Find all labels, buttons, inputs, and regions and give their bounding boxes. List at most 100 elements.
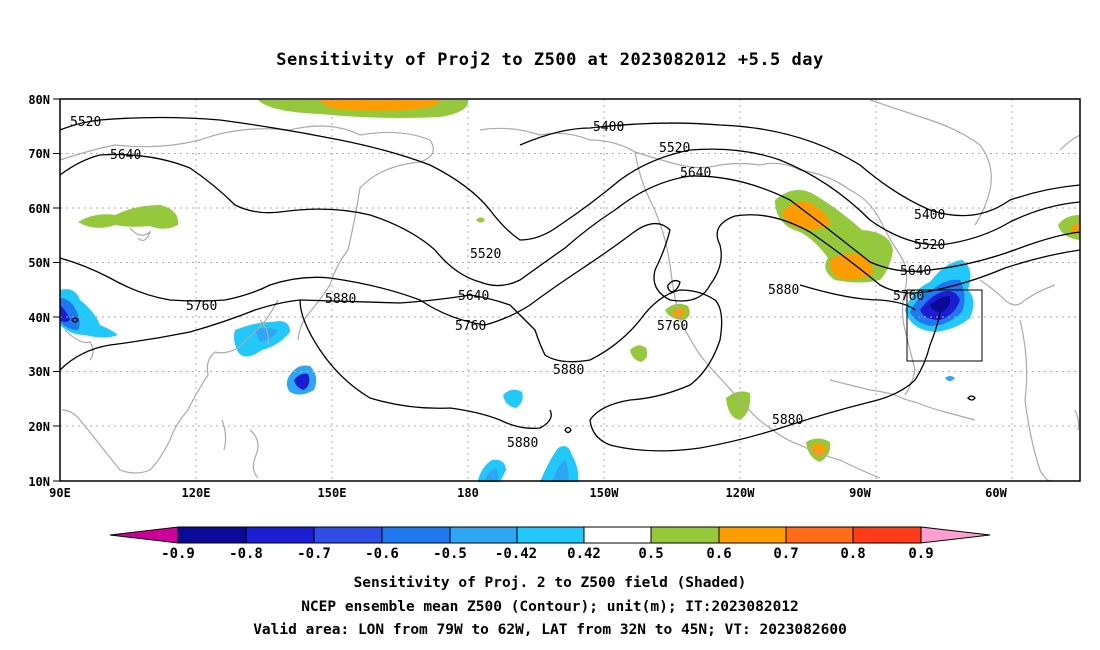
contour-label: 5520 xyxy=(70,115,101,130)
colorbar-segment xyxy=(381,526,451,544)
lat-axis: 80N 70N 60N 50N 40N 30N 20N 10N xyxy=(28,93,50,489)
colorbar-segment xyxy=(852,526,922,544)
lat-label: 20N xyxy=(28,420,50,434)
lat-label: 30N xyxy=(28,365,50,379)
colorbar-left-arrow xyxy=(109,526,179,544)
shade-blue xyxy=(294,373,310,390)
contour-5760 xyxy=(59,214,1081,326)
colorbar-segment xyxy=(583,526,652,544)
z500-contours xyxy=(59,116,1081,452)
shade-green xyxy=(726,391,751,420)
lon-label: 180 xyxy=(457,486,479,500)
caption-line: Sensitivity of Proj. 2 to Z500 field (Sh… xyxy=(353,575,747,591)
contour-label: 5640 xyxy=(900,264,931,279)
shade-blue xyxy=(503,389,523,408)
shade-orange xyxy=(829,253,873,280)
lat-label: 80N xyxy=(28,93,50,107)
colorbar-label: 0.8 xyxy=(840,546,865,562)
shade-blue xyxy=(60,305,70,322)
shade-blue xyxy=(930,296,951,312)
lon-label: 60W xyxy=(985,486,1007,500)
shade-green xyxy=(78,205,179,229)
colorbar-segment xyxy=(650,526,720,544)
coastline xyxy=(634,151,801,446)
contour-label: 5520 xyxy=(659,141,690,156)
coastline xyxy=(129,227,152,242)
colorbar-segment xyxy=(785,526,854,544)
valid-area-box xyxy=(906,289,983,362)
shade-blue xyxy=(540,446,579,482)
lon-label: 150W xyxy=(590,486,620,500)
contour-label: 5400 xyxy=(914,208,945,223)
colorbar-label: 0.42 xyxy=(567,546,601,562)
contour-5880 xyxy=(299,299,552,429)
colorbar-label: -0.8 xyxy=(229,546,263,562)
lon-axis: 90E 120E 150E 180 150W 120W 90W 60W xyxy=(49,486,1007,500)
colorbar-label: 0.7 xyxy=(773,546,798,562)
colorbar-segment xyxy=(449,526,518,544)
caption-line: Valid area: LON from 79W to 62W, LAT fro… xyxy=(253,622,847,638)
contour-label: 5880 xyxy=(553,363,584,378)
coastline xyxy=(1059,134,1081,151)
shade-blue xyxy=(484,468,499,482)
colorbar-segment xyxy=(313,526,383,544)
coastline xyxy=(479,127,801,171)
caption-line: NCEP ensemble mean Z500 (Contour); unit(… xyxy=(301,598,799,615)
map-frame xyxy=(59,98,1081,482)
shade-blue xyxy=(255,328,278,342)
lat-label: 60N xyxy=(28,202,50,216)
colorbar-segment xyxy=(177,526,247,544)
coastline xyxy=(59,125,434,341)
contour-label: 5760 xyxy=(455,319,486,334)
shade-blue xyxy=(945,376,955,381)
colorbar-label: -0.7 xyxy=(297,546,331,562)
lat-label: 40N xyxy=(28,311,50,325)
colorbar xyxy=(109,526,991,544)
coastline xyxy=(214,299,279,354)
contour-label: 5760 xyxy=(186,299,217,314)
contour-label: 5760 xyxy=(893,289,924,304)
colorbar-segment xyxy=(718,526,787,544)
lat-label: 50N xyxy=(28,256,50,270)
shade-orange xyxy=(782,201,830,230)
colorbar-label: 0.6 xyxy=(706,546,731,562)
shading-layer xyxy=(60,100,1080,482)
coastline xyxy=(221,419,227,451)
map-title: Sensitivity of Proj2 to Z500 at 20230820… xyxy=(276,50,824,70)
shade-green xyxy=(630,345,648,362)
contour-label: 5640 xyxy=(110,148,141,163)
contour-label: 5880 xyxy=(768,283,799,298)
lon-label: 120E xyxy=(182,486,211,500)
colorbar-labels: -0.9 -0.8 -0.7 -0.6 -0.5 -0.42 0.42 0.5 … xyxy=(161,546,934,562)
shade-orange xyxy=(318,100,440,111)
lon-label: 90E xyxy=(49,486,71,500)
contour-label: 5760 xyxy=(657,319,688,334)
contour-lows xyxy=(667,279,681,293)
contour-lows xyxy=(564,426,572,434)
coastline xyxy=(829,379,916,403)
contour-label: 5400 xyxy=(593,120,624,135)
colorbar-label: -0.5 xyxy=(433,546,467,562)
contour-label-group: 5520 5640 5400 5520 5640 5400 5520 5640 … xyxy=(70,115,945,451)
contour-lows xyxy=(71,317,79,323)
contour-label: 5880 xyxy=(325,292,356,307)
contour-lows xyxy=(967,395,976,401)
colorbar-label: -0.9 xyxy=(161,546,195,562)
contour-5400 xyxy=(519,122,1081,217)
coastline xyxy=(1074,409,1080,431)
lat-ticks xyxy=(53,98,60,482)
contour-label: 5880 xyxy=(507,436,538,451)
graticule xyxy=(60,99,1080,481)
shade-green xyxy=(1058,215,1080,240)
lat-label: 10N xyxy=(28,475,50,489)
coastlines xyxy=(59,99,1081,482)
lon-label: 90W xyxy=(849,486,871,500)
colorbar-label: 0.5 xyxy=(638,546,663,562)
coastline xyxy=(914,401,976,421)
colorbar-label: 0.9 xyxy=(908,546,933,562)
contour-5640 xyxy=(59,153,1081,287)
colorbar-right-arrow xyxy=(920,526,991,544)
contour-label: 5520 xyxy=(470,247,501,262)
caption: Sensitivity of Proj. 2 to Z500 field (Sh… xyxy=(0,572,1100,643)
